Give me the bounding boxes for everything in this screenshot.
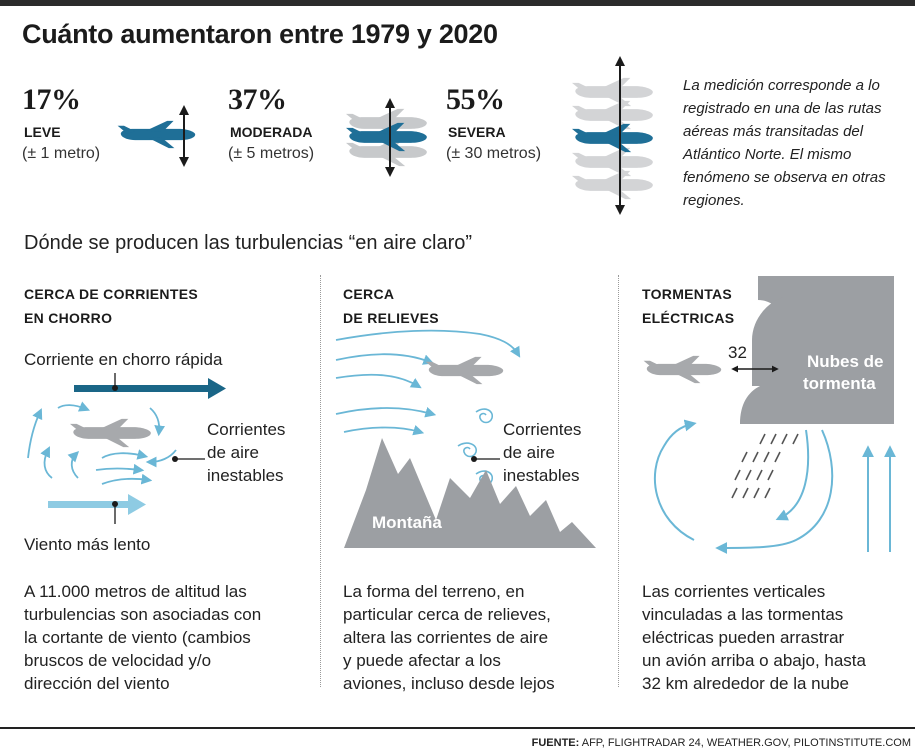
slow-wind-arrow-icon bbox=[48, 494, 146, 524]
footer-rule bbox=[0, 727, 915, 729]
level-severa-percent: 55% bbox=[446, 83, 505, 116]
measurement-note: La medición corresponde a lo registrado … bbox=[683, 77, 886, 209]
relief-unstable-pointer-icon bbox=[471, 456, 500, 462]
section-subtitle: Dónde se producen las turbulencias “en a… bbox=[24, 232, 473, 254]
jetstream-text: A 11.000 metros de altitud las turbulenc… bbox=[24, 582, 262, 693]
plane-severa-icon bbox=[572, 123, 653, 153]
level-moderada-range: (± 5 metros) bbox=[228, 145, 315, 162]
level-leve-range: (± 1 metro) bbox=[22, 145, 101, 162]
storm-text: Las corrientes verticales vinculadas a l… bbox=[642, 582, 866, 693]
slow-wind-label: Viento más lento bbox=[24, 535, 151, 554]
mountain-label: Montaña bbox=[372, 513, 442, 532]
page-title: Cuánto aumentaron entre 1979 y 2020 bbox=[22, 19, 498, 49]
unstable-air-label: Corrientes de aire inestables bbox=[207, 420, 286, 485]
level-leve-name: LEVE bbox=[24, 124, 61, 140]
source-credit: FUENTE: AFP, FLIGHTRADAR 24, WEATHER.GOV… bbox=[531, 737, 911, 749]
level-moderada-name: MODERADA bbox=[230, 124, 313, 140]
relief-unstable-air-label: Corrientes de aire inestables bbox=[503, 420, 582, 485]
storm-plane-icon bbox=[643, 355, 722, 384]
unstable-swirl-arrows-icon bbox=[27, 401, 177, 485]
relief-plane-icon bbox=[425, 356, 504, 385]
level-leve-percent: 17% bbox=[22, 83, 81, 116]
mountain-icon: Montaña bbox=[344, 438, 596, 548]
storm-current-arrows-icon bbox=[653, 419, 896, 554]
storm-cloud-label-2: tormenta bbox=[803, 374, 876, 393]
jetstream-heading: CERCA DE CORRIENTES EN CHORRO bbox=[24, 286, 198, 326]
storm-cloud-icon: Nubes de tormenta bbox=[740, 276, 894, 424]
column-divider bbox=[618, 275, 619, 687]
storm-cloud-label-1: Nubes de bbox=[807, 352, 884, 371]
relief-text: La forma del terreno, en particular cerc… bbox=[343, 582, 555, 693]
storm-heading: TORMENTAS ELÉCTRICAS bbox=[642, 286, 735, 326]
level-severa-name: SEVERA bbox=[448, 124, 506, 140]
level-severa-range: (± 30 metros) bbox=[446, 145, 542, 162]
fast-jet-arrow-icon bbox=[74, 373, 226, 399]
level-moderada-percent: 37% bbox=[228, 83, 287, 116]
relief-wind-arrows-icon bbox=[335, 329, 521, 436]
unstable-pointer-icon bbox=[172, 456, 205, 462]
fast-jet-label: Corriente en chorro rápida bbox=[24, 350, 223, 369]
relief-heading: CERCA DE RELIEVES bbox=[343, 286, 439, 326]
column-divider bbox=[320, 275, 321, 687]
jetstream-plane-icon bbox=[70, 418, 151, 448]
top-bar bbox=[0, 0, 915, 6]
rain-icon bbox=[731, 433, 799, 499]
